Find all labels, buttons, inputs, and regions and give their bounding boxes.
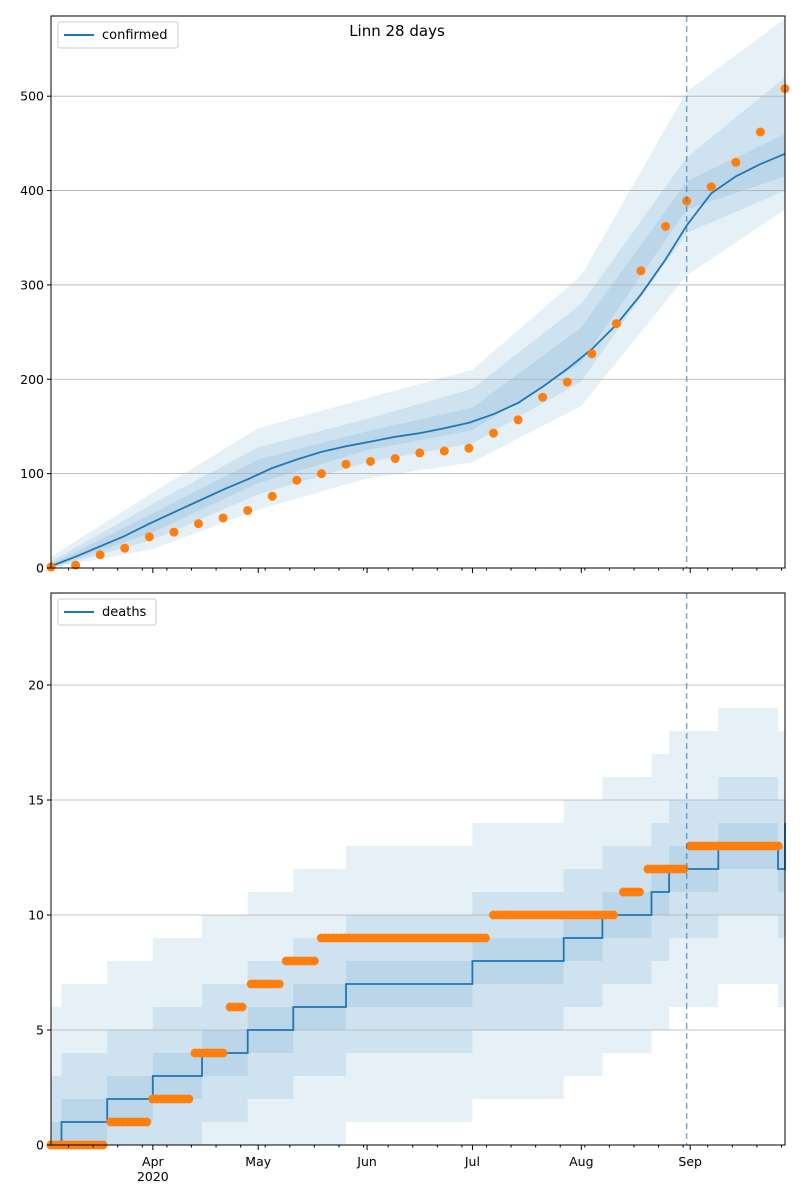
data-point	[341, 459, 351, 469]
confidence-band	[51, 133, 785, 568]
x-axis	[68, 568, 782, 573]
data-point	[243, 505, 253, 515]
y-axis: 0 100 200 300 400 500	[20, 89, 51, 576]
data-point	[634, 887, 644, 897]
observed-points	[46, 84, 790, 572]
y-tick-label: 200	[20, 372, 44, 387]
legend: deaths	[57, 598, 157, 626]
data-point	[95, 550, 105, 560]
data-point	[71, 560, 81, 570]
y-tick-label: 5	[36, 1023, 44, 1038]
x-tick-label: Jun	[356, 1154, 377, 1169]
data-point	[120, 543, 130, 553]
data-point	[464, 443, 474, 453]
data-point	[611, 319, 621, 329]
series-lines	[50, 152, 786, 567]
y-tick-label: 0	[36, 1138, 44, 1153]
data-point	[731, 157, 741, 167]
data-point	[636, 266, 646, 276]
x-tick-label: Jul	[464, 1154, 480, 1169]
y-tick-label: 15	[28, 793, 44, 808]
y-tick-label: 0	[36, 561, 44, 576]
data-point	[773, 841, 783, 851]
y-tick-label: 400	[20, 183, 44, 198]
data-point	[316, 469, 326, 479]
data-point	[142, 1117, 152, 1127]
data-point	[184, 1094, 194, 1104]
confidence-bands	[51, 18, 785, 569]
data-point	[218, 513, 228, 523]
data-point	[309, 956, 319, 966]
legend: confirmed	[57, 21, 179, 49]
data-point	[755, 127, 765, 137]
data-point	[538, 392, 548, 402]
data-point	[587, 349, 597, 359]
data-point	[237, 1002, 247, 1012]
y-tick-label: 10	[28, 908, 44, 923]
x-tick-label: May	[245, 1154, 271, 1169]
y-tick-label: 100	[20, 466, 44, 481]
data-point	[144, 532, 154, 542]
data-point	[292, 475, 302, 485]
data-point	[218, 1048, 228, 1058]
data-point	[274, 979, 284, 989]
data-point	[439, 446, 449, 456]
data-point	[366, 456, 376, 466]
confirmed-chart: 0 100 200 300 400 500 Linn 28 days confirmed	[20, 15, 790, 576]
confidence-band	[51, 18, 785, 569]
data-point	[489, 428, 499, 438]
y-tick-label: 500	[20, 89, 44, 104]
y-axis: 0 5 10 15 20	[28, 678, 51, 1153]
y-tick-label: 20	[28, 678, 44, 693]
data-point	[562, 377, 572, 387]
data-point	[661, 221, 671, 231]
data-point	[609, 910, 618, 920]
data-point	[513, 415, 523, 425]
confidence-band	[51, 754, 785, 1145]
legend-label: confirmed	[102, 28, 168, 43]
x-tick-label: Apr	[142, 1154, 164, 1169]
plot-frame	[50, 592, 786, 1146]
x-tick-label: Aug	[569, 1154, 593, 1169]
x-tick-label: Sep	[678, 1154, 702, 1169]
chart-title: Linn 28 days	[349, 22, 445, 40]
data-point	[706, 182, 716, 192]
confidence-band	[51, 800, 785, 1145]
series-line-confirmed	[50, 152, 786, 567]
data-point	[169, 527, 179, 537]
y-tick-label: 300	[20, 277, 44, 292]
data-point	[415, 448, 425, 458]
data-point	[267, 491, 277, 501]
x-tick-year-label: 2020	[137, 1169, 169, 1184]
plot-frame	[50, 15, 786, 569]
data-point	[194, 519, 204, 529]
data-point	[480, 933, 490, 943]
data-point	[390, 454, 400, 464]
legend-label: deaths	[102, 605, 147, 620]
